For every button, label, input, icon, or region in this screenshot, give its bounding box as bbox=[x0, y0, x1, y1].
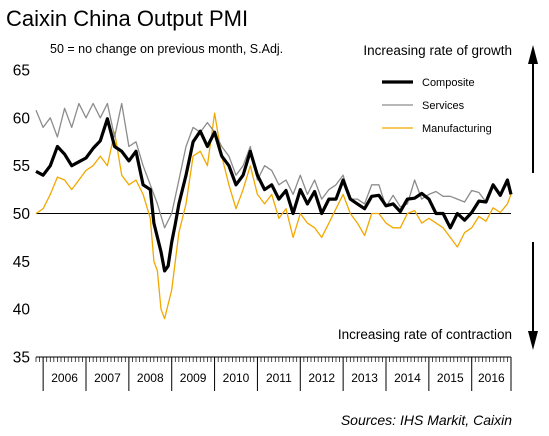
y-tick-label: 65 bbox=[13, 63, 30, 80]
year-label: 2009 bbox=[180, 371, 207, 385]
chart-subtitle: 50 = no change on previous month, S.Adj. bbox=[50, 42, 283, 56]
growth-arrow bbox=[528, 45, 538, 173]
year-label: 2012 bbox=[308, 371, 335, 385]
y-tick-label: 55 bbox=[13, 158, 30, 175]
year-label: 2015 bbox=[437, 371, 464, 385]
y-tick-label: 45 bbox=[13, 254, 30, 271]
legend-label-manufacturing: Manufacturing bbox=[422, 123, 492, 135]
y-tick-label: 40 bbox=[13, 302, 31, 319]
annotation-growth: Increasing rate of growth bbox=[363, 43, 512, 58]
annotation-contraction: Increasing rate of contraction bbox=[338, 327, 512, 342]
source-note: Sources: IHS Markit, Caixin bbox=[341, 412, 512, 428]
contraction-arrow bbox=[528, 242, 538, 350]
y-tick-label: 50 bbox=[13, 206, 31, 223]
series-line-composite bbox=[35, 117, 513, 273]
y-tick-label: 60 bbox=[13, 110, 31, 127]
y-axis: 35 40 45 50 55 60 65 bbox=[13, 63, 31, 367]
chart-title: Caixin China Output PMI bbox=[6, 6, 248, 31]
year-label: 2013 bbox=[351, 371, 378, 385]
year-label: 2008 bbox=[137, 371, 164, 385]
series-line-services bbox=[35, 102, 512, 229]
legend: Composite Services Manufacturing bbox=[382, 77, 492, 135]
year-label: 2007 bbox=[94, 371, 121, 385]
y-tick-label: 35 bbox=[13, 350, 30, 367]
legend-label-services: Services bbox=[422, 100, 465, 112]
x-axis: 2006 2007 2008 2009 2010 2011 2012 2013 2014 2015… bbox=[35, 356, 512, 391]
year-label: 2014 bbox=[394, 371, 421, 385]
year-label: 2016 bbox=[478, 371, 505, 385]
series-lines bbox=[35, 102, 513, 320]
year-label: 2011 bbox=[266, 371, 292, 385]
year-label: 2010 bbox=[223, 371, 250, 385]
series-line-manufacturing bbox=[35, 112, 512, 320]
year-label: 2006 bbox=[51, 371, 78, 385]
legend-label-composite: Composite bbox=[422, 77, 475, 89]
